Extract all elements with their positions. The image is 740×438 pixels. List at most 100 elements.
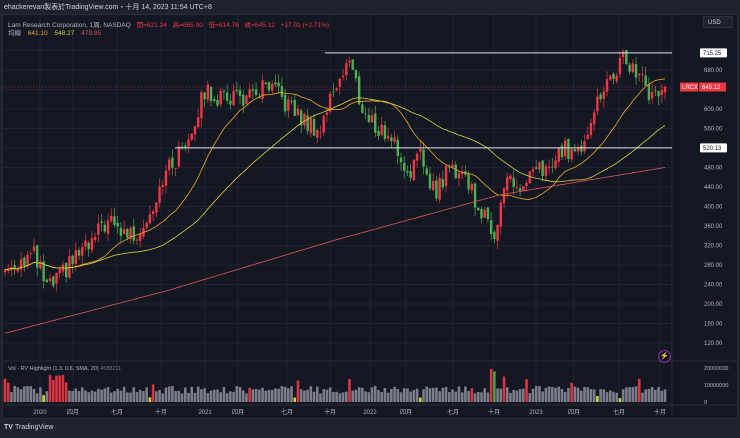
candle-body <box>419 149 422 152</box>
volume-bar <box>74 388 78 402</box>
currency-button[interactable]: USD <box>703 16 733 28</box>
candle-body <box>628 64 631 72</box>
candle-body <box>184 145 187 148</box>
candle-body <box>383 125 387 140</box>
volume-bar <box>309 386 313 402</box>
candle-body <box>196 117 200 128</box>
candle-body <box>599 94 602 100</box>
volume-bar <box>464 386 467 402</box>
volume-bar <box>431 387 435 402</box>
volume-bar <box>476 392 480 402</box>
volume-bar <box>241 390 245 402</box>
volume-bar <box>341 392 345 402</box>
ma-20-line <box>4 78 666 271</box>
volume-bar <box>454 391 458 402</box>
ma2-value: 548.27 <box>54 30 75 37</box>
candle-body <box>287 99 290 111</box>
volume-bar <box>206 393 210 402</box>
volume-bar <box>325 389 329 402</box>
volume-bar <box>203 388 206 402</box>
candle-body <box>390 137 393 142</box>
candle-body <box>345 63 348 76</box>
volume-bar <box>77 390 81 402</box>
candle-body <box>357 76 361 105</box>
volume-bar <box>457 386 461 402</box>
candle-body <box>557 147 560 162</box>
volume-bar <box>596 395 599 402</box>
candle-body <box>618 57 622 75</box>
price-tick-label: 560.00 <box>704 127 723 133</box>
candle-body <box>399 157 403 163</box>
candle-body <box>361 104 364 113</box>
candle-body <box>81 246 84 256</box>
candle-body <box>316 129 319 138</box>
symbol-legend: Lam Research Corporation, 1周, NASDAQ 開=6… <box>8 19 333 29</box>
volume-bar <box>644 389 647 402</box>
candle-body <box>370 115 374 123</box>
volume-bar <box>209 390 213 402</box>
volume-bar <box>135 392 139 402</box>
volume-bar <box>602 389 606 402</box>
candle-body <box>32 246 36 251</box>
symbol-name[interactable]: Lam Research Corporation, 1周, NASDAQ <box>8 22 131 29</box>
volume-bar <box>380 392 383 402</box>
volume-bar <box>238 387 242 402</box>
volume-bar <box>190 386 194 402</box>
volume-bar <box>412 390 416 402</box>
lightning-icon[interactable]: ⚡ <box>658 350 671 363</box>
hline-price-label: 715.25 <box>703 51 722 57</box>
candle-body <box>39 261 42 269</box>
candle-body <box>332 91 335 93</box>
volume-bar <box>335 391 338 402</box>
candle-body <box>496 225 499 241</box>
candle-body <box>322 116 325 133</box>
ma-200-line <box>4 167 666 334</box>
candle-body <box>380 124 383 135</box>
candle-body <box>448 166 451 168</box>
candle-body <box>663 87 667 93</box>
volume-bar <box>538 386 541 402</box>
volume-bar <box>567 387 570 402</box>
time-tick-label: 七月 <box>447 408 459 416</box>
volume-bar <box>26 386 29 402</box>
volume-bar <box>10 392 13 402</box>
volume-bar <box>177 390 181 402</box>
volume-bar <box>583 386 586 402</box>
volume-bar <box>486 392 490 402</box>
candle-body <box>68 256 71 278</box>
volume-bar <box>235 386 239 402</box>
volume-bar <box>277 388 280 402</box>
candle-body <box>489 220 493 234</box>
time-tick-label: 十月 <box>654 408 666 416</box>
time-tick-label: 2021 <box>198 410 212 416</box>
volume-bar <box>116 388 119 402</box>
price-tick-label: 440.00 <box>704 185 723 191</box>
candle-body <box>232 90 235 106</box>
volume-bar <box>287 388 290 402</box>
candle-body <box>654 90 657 92</box>
candle-body <box>274 82 277 85</box>
candle-body <box>541 160 544 177</box>
volume-bar <box>254 388 258 402</box>
tradingview-footer: TV TradingView <box>4 424 53 431</box>
volume-tick-label: 10000000 <box>704 383 728 389</box>
volume-bar <box>122 386 126 402</box>
volume-bar <box>167 386 171 402</box>
ma-legend[interactable]: 均線 641.10 548.27 479.95 <box>8 27 106 37</box>
volume-bar <box>148 397 152 402</box>
candle-body <box>84 240 87 247</box>
volume-legend[interactable]: Vol · RV Highlight (1.3, 0.6, SMA, 20) 4… <box>8 366 121 372</box>
price-tick-label: 160.00 <box>704 322 723 328</box>
candle-body <box>319 131 322 133</box>
candle-body <box>499 202 503 227</box>
volume-bar <box>245 393 248 402</box>
candle-body <box>580 145 583 152</box>
candle-body <box>100 221 103 223</box>
volume-bar <box>509 392 512 402</box>
candle-body <box>155 202 158 213</box>
ohlc-open: 開=621.24 <box>136 22 167 29</box>
volume-bar <box>386 392 390 402</box>
volume-bar <box>248 387 251 402</box>
volume-bar <box>187 392 190 402</box>
